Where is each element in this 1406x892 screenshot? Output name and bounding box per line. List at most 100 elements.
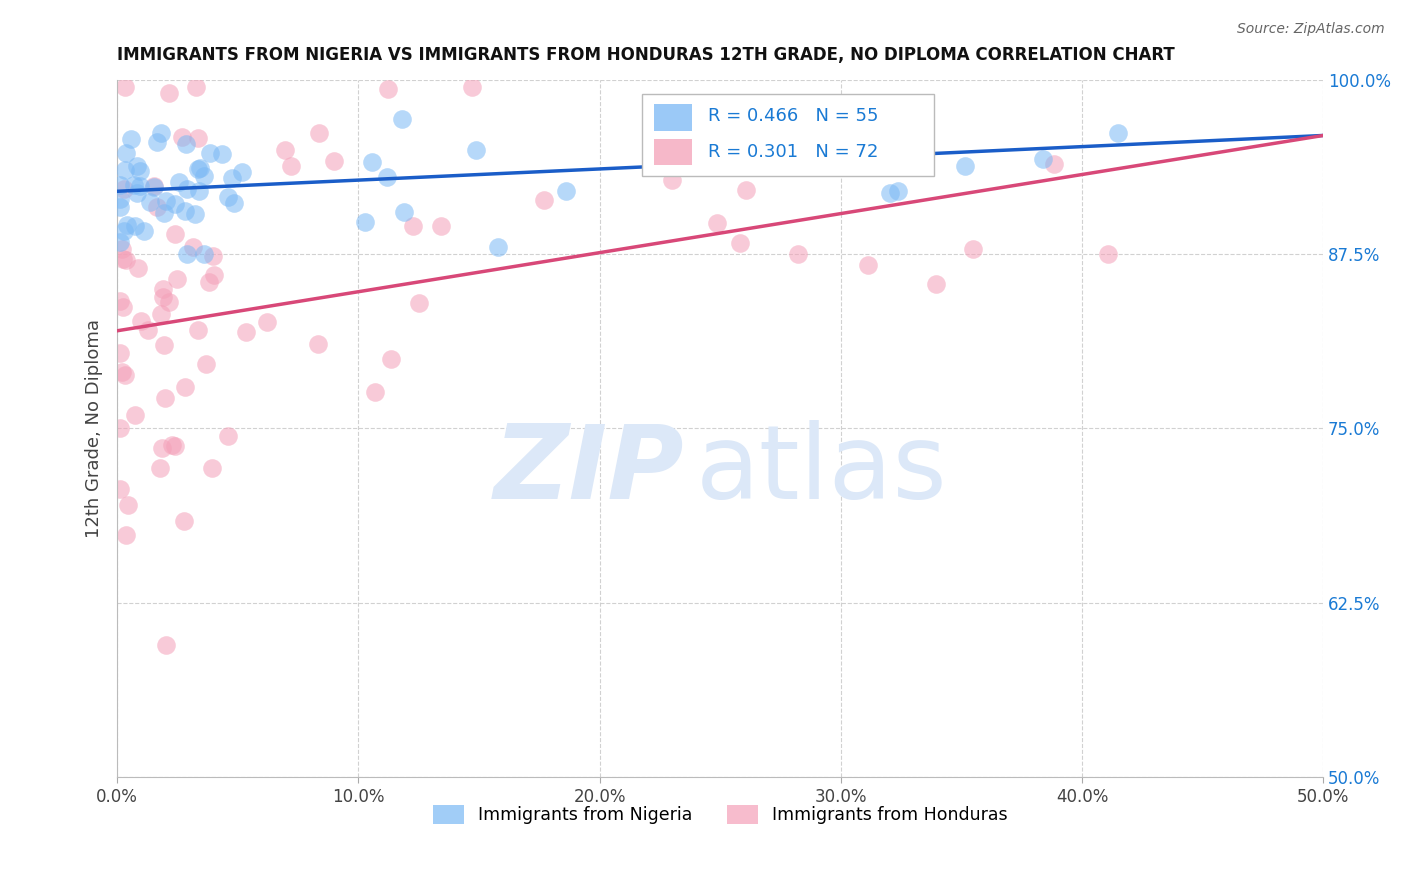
Point	[108, 293, 131, 308]
Point	[925, 277, 948, 291]
Point	[157, 86, 180, 100]
Point	[187, 324, 209, 338]
Point	[176, 247, 198, 261]
Point	[200, 145, 222, 160]
Point	[256, 315, 278, 329]
Point	[132, 224, 155, 238]
Point	[122, 178, 145, 193]
Point	[786, 247, 808, 261]
Point	[392, 205, 415, 219]
Point	[115, 528, 138, 542]
Point	[879, 186, 901, 200]
Point	[274, 143, 297, 157]
Point	[127, 260, 149, 275]
Point	[728, 235, 751, 250]
Point	[115, 219, 138, 233]
Point	[108, 200, 131, 214]
Point	[231, 164, 253, 178]
Point	[174, 203, 197, 218]
Point	[198, 275, 221, 289]
Point	[128, 178, 150, 193]
Point	[163, 439, 186, 453]
Point	[187, 161, 209, 176]
Text: IMMIGRANTS FROM NIGERIA VS IMMIGRANTS FROM HONDURAS 12TH GRADE, NO DIPLOMA CORRE: IMMIGRANTS FROM NIGERIA VS IMMIGRANTS FR…	[117, 46, 1175, 64]
Point	[149, 307, 172, 321]
Point	[856, 258, 879, 272]
Point	[127, 186, 149, 201]
Point	[714, 120, 737, 135]
Point	[143, 180, 166, 194]
Point	[377, 82, 399, 96]
Point	[108, 178, 131, 192]
Point	[108, 482, 131, 496]
Point	[174, 136, 197, 151]
Point	[408, 296, 430, 310]
Point	[391, 112, 413, 127]
Point	[235, 325, 257, 339]
Point	[153, 205, 176, 219]
Point	[120, 132, 142, 146]
Point	[167, 175, 190, 189]
Point	[202, 268, 225, 282]
Point	[201, 249, 224, 263]
Point	[217, 190, 239, 204]
FancyBboxPatch shape	[654, 139, 692, 165]
Point	[112, 224, 135, 238]
Point	[166, 272, 188, 286]
Point	[108, 192, 131, 206]
Point	[155, 638, 177, 652]
Point	[533, 194, 555, 208]
Point	[152, 290, 174, 304]
Point	[152, 338, 174, 352]
Point	[111, 300, 134, 314]
Point	[222, 195, 245, 210]
Point	[193, 169, 215, 184]
Point	[1107, 126, 1129, 140]
FancyBboxPatch shape	[641, 94, 934, 176]
Point	[127, 159, 149, 173]
Point	[117, 498, 139, 512]
Point	[114, 163, 136, 178]
Point	[308, 126, 330, 140]
Point	[108, 345, 131, 359]
Point	[217, 428, 239, 442]
Point	[323, 154, 346, 169]
Point	[146, 136, 169, 150]
Point	[183, 239, 205, 253]
Point	[108, 235, 131, 250]
Y-axis label: 12th Grade, No Diploma: 12th Grade, No Diploma	[86, 319, 103, 538]
Point	[884, 127, 907, 141]
Point	[163, 197, 186, 211]
Point	[201, 460, 224, 475]
Point	[153, 391, 176, 405]
Text: R = 0.301   N = 72: R = 0.301 N = 72	[709, 144, 879, 161]
Point	[146, 200, 169, 214]
Text: atlas: atlas	[696, 420, 948, 521]
Text: Source: ZipAtlas.com: Source: ZipAtlas.com	[1237, 22, 1385, 37]
Point	[735, 183, 758, 197]
Point	[124, 219, 146, 233]
Point	[173, 515, 195, 529]
Point	[706, 216, 728, 230]
Point	[162, 438, 184, 452]
Point	[183, 207, 205, 221]
Point	[1043, 156, 1066, 170]
Point	[143, 179, 166, 194]
Point	[150, 126, 173, 140]
Text: R = 0.466   N = 55: R = 0.466 N = 55	[709, 107, 879, 125]
Point	[307, 337, 329, 351]
Legend: Immigrants from Nigeria, Immigrants from Honduras: Immigrants from Nigeria, Immigrants from…	[433, 805, 1008, 824]
Point	[280, 159, 302, 173]
Point	[363, 385, 385, 400]
Point	[380, 352, 402, 367]
Point	[139, 194, 162, 209]
Point	[157, 295, 180, 310]
Point	[430, 219, 453, 233]
Point	[155, 194, 177, 208]
Point	[114, 368, 136, 383]
Point	[110, 365, 132, 379]
Point	[129, 164, 152, 178]
FancyBboxPatch shape	[654, 104, 692, 130]
Point	[402, 219, 425, 233]
Text: ZIP: ZIP	[494, 420, 683, 521]
